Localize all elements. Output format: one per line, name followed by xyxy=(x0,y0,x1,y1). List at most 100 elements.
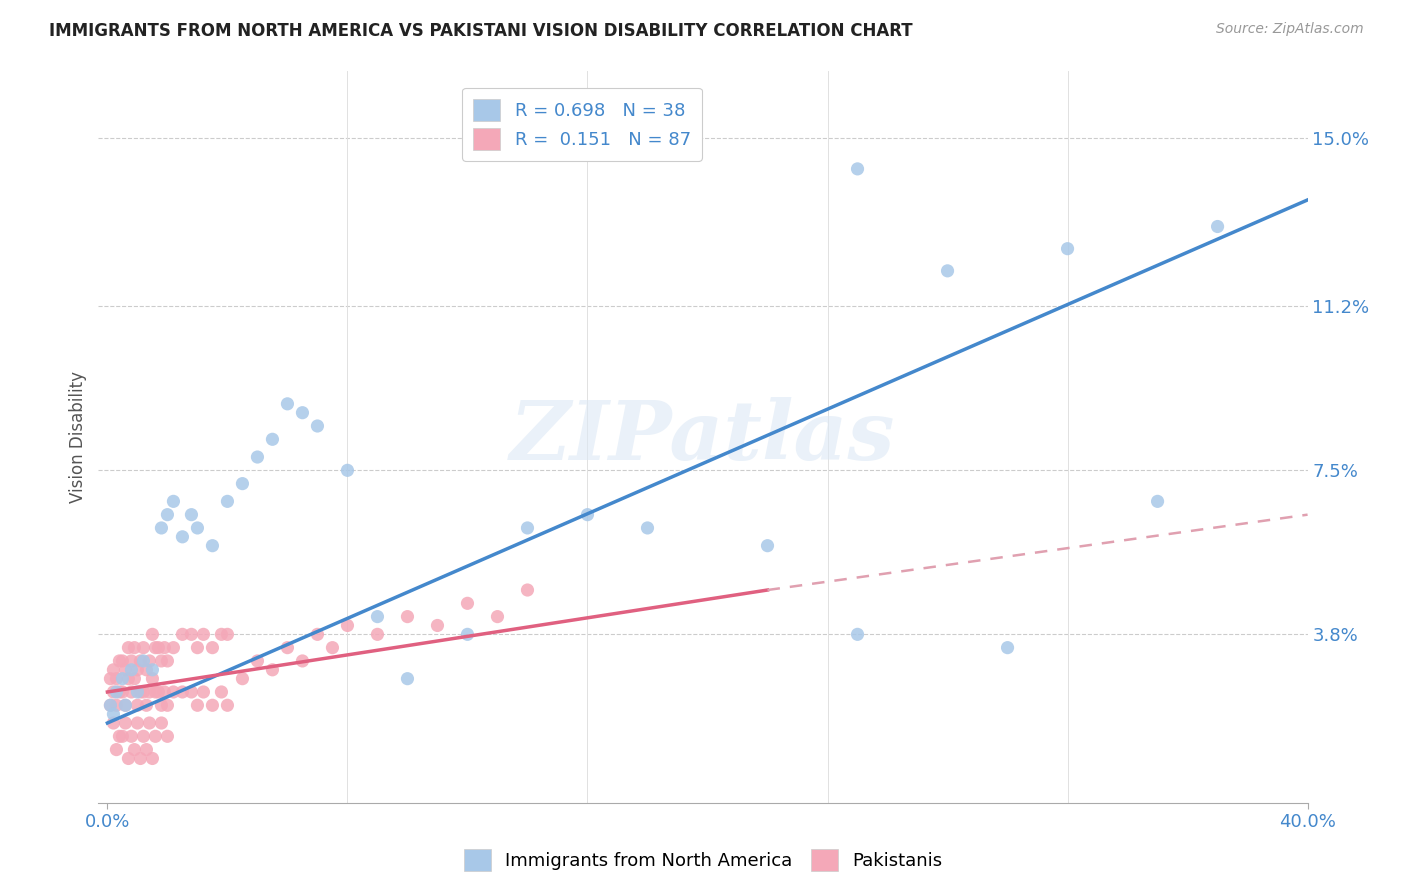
Point xyxy=(103,663,125,677)
Point xyxy=(516,582,538,597)
Point xyxy=(150,654,173,668)
Point xyxy=(141,672,163,686)
Point xyxy=(456,627,478,641)
Point xyxy=(186,698,208,713)
Point xyxy=(576,508,599,522)
Point xyxy=(108,654,131,668)
Point xyxy=(231,476,253,491)
Point xyxy=(172,685,194,699)
Point xyxy=(172,627,194,641)
Point xyxy=(124,742,146,756)
Point xyxy=(186,521,208,535)
Point xyxy=(217,494,239,508)
Point xyxy=(120,729,142,743)
Point xyxy=(637,521,659,535)
Point xyxy=(201,698,224,713)
Point xyxy=(103,707,125,722)
Point xyxy=(141,751,163,765)
Point xyxy=(162,640,184,655)
Point xyxy=(193,685,215,699)
Point xyxy=(114,698,136,713)
Point xyxy=(172,530,194,544)
Point xyxy=(153,640,176,655)
Point xyxy=(366,609,388,624)
Point xyxy=(135,742,157,756)
Point xyxy=(124,672,146,686)
Point xyxy=(150,716,173,731)
Point xyxy=(156,729,179,743)
Point xyxy=(180,508,202,522)
Point xyxy=(201,640,224,655)
Point xyxy=(246,654,269,668)
Point xyxy=(114,716,136,731)
Point xyxy=(217,698,239,713)
Point xyxy=(127,663,149,677)
Point xyxy=(186,640,208,655)
Point xyxy=(336,618,359,632)
Point xyxy=(103,716,125,731)
Point xyxy=(201,539,224,553)
Point xyxy=(291,406,314,420)
Point xyxy=(138,654,160,668)
Point xyxy=(756,539,779,553)
Point xyxy=(426,618,449,632)
Point xyxy=(846,161,869,176)
Point xyxy=(127,698,149,713)
Point xyxy=(291,654,314,668)
Point xyxy=(132,640,155,655)
Point xyxy=(162,494,184,508)
Point xyxy=(150,521,173,535)
Point xyxy=(148,640,170,655)
Point xyxy=(209,627,232,641)
Point xyxy=(180,627,202,641)
Point xyxy=(276,397,298,411)
Point xyxy=(148,685,170,699)
Point xyxy=(120,654,142,668)
Point xyxy=(108,729,131,743)
Point xyxy=(846,627,869,641)
Point xyxy=(997,640,1019,655)
Point xyxy=(153,685,176,699)
Point xyxy=(120,663,142,677)
Point xyxy=(132,729,155,743)
Point xyxy=(100,672,122,686)
Point xyxy=(936,264,959,278)
Point xyxy=(141,627,163,641)
Point xyxy=(262,663,284,677)
Point xyxy=(105,742,128,756)
Point xyxy=(231,672,253,686)
Point xyxy=(117,751,139,765)
Legend: R = 0.698   N = 38, R =  0.151   N = 87: R = 0.698 N = 38, R = 0.151 N = 87 xyxy=(463,87,702,161)
Point xyxy=(162,685,184,699)
Point xyxy=(132,654,155,668)
Y-axis label: Vision Disability: Vision Disability xyxy=(69,371,87,503)
Point xyxy=(127,685,149,699)
Point xyxy=(120,685,142,699)
Point xyxy=(138,685,160,699)
Point xyxy=(129,685,152,699)
Point xyxy=(336,463,359,477)
Point xyxy=(100,698,122,713)
Point xyxy=(135,663,157,677)
Point xyxy=(129,654,152,668)
Point xyxy=(129,751,152,765)
Point xyxy=(456,596,478,610)
Point xyxy=(135,698,157,713)
Text: Source: ZipAtlas.com: Source: ZipAtlas.com xyxy=(1216,22,1364,37)
Point xyxy=(111,672,134,686)
Point xyxy=(127,716,149,731)
Point xyxy=(307,419,329,434)
Point xyxy=(1056,242,1078,256)
Point xyxy=(516,521,538,535)
Point xyxy=(105,698,128,713)
Point xyxy=(114,698,136,713)
Point xyxy=(180,685,202,699)
Point xyxy=(396,672,419,686)
Point xyxy=(111,654,134,668)
Point xyxy=(145,685,167,699)
Point xyxy=(156,698,179,713)
Point xyxy=(1146,494,1168,508)
Point xyxy=(138,716,160,731)
Point xyxy=(124,640,146,655)
Point xyxy=(114,663,136,677)
